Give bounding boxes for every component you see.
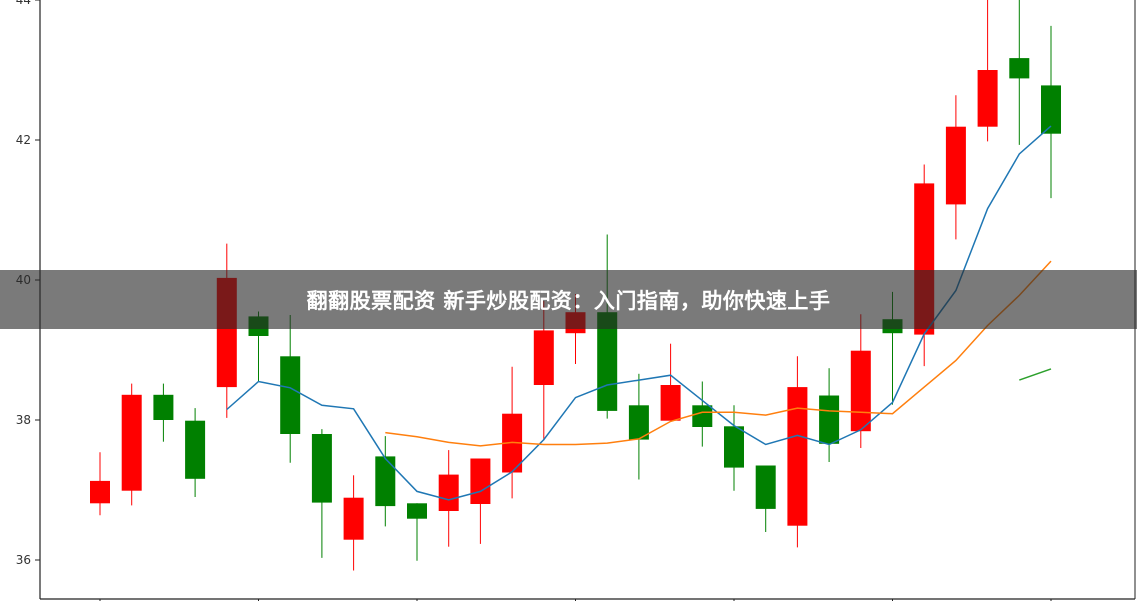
candle-down	[724, 405, 744, 491]
candle-down	[1009, 0, 1030, 145]
banner-title: 翻翻股票配资 新手炒股配资：入门指南，助你快速上手	[306, 288, 831, 313]
candle-down	[692, 381, 713, 447]
candle-up	[438, 450, 459, 547]
candle-up	[787, 356, 808, 548]
y-tick-label: 38	[16, 413, 31, 427]
candle-up	[945, 95, 966, 240]
y-tick-label: 36	[16, 553, 31, 567]
candle-body	[438, 474, 459, 511]
candle-down	[819, 368, 840, 462]
candle-body	[819, 395, 840, 444]
ma-long-line	[385, 260, 1052, 447]
candle-body	[977, 70, 998, 127]
candle-body	[311, 434, 332, 503]
candle-body	[343, 497, 364, 540]
candle-body	[660, 385, 681, 421]
candle-down	[407, 503, 427, 561]
candle-body	[787, 387, 808, 526]
candle-body	[945, 126, 966, 205]
candle-body	[533, 330, 554, 385]
ma-extra-line	[1019, 368, 1052, 381]
candle-body	[628, 405, 649, 440]
candle-down	[628, 373, 649, 480]
candle-body	[850, 350, 871, 432]
candle-down	[1041, 25, 1061, 199]
candle-up	[850, 314, 871, 448]
candle-down	[755, 465, 776, 532]
title-banner: 翻翻股票配资 新手炒股配资：入门指南，助你快速上手	[0, 270, 1137, 329]
candle-body	[153, 394, 174, 420]
candle-up	[470, 458, 491, 544]
candle-up	[121, 383, 142, 506]
candle-body	[185, 420, 206, 479]
candle-up	[502, 366, 523, 499]
candle-up	[660, 343, 681, 421]
ma-short-line	[226, 125, 1052, 501]
y-tick-label: 42	[16, 133, 31, 147]
candle-body	[724, 426, 744, 468]
candle-body	[1041, 85, 1061, 134]
candle-down	[311, 429, 332, 558]
candle-up	[90, 452, 110, 516]
candle-down	[280, 315, 301, 463]
candle-down	[375, 436, 396, 527]
candle-body	[470, 458, 491, 504]
candle-body	[1009, 58, 1030, 79]
candle-body	[90, 480, 110, 504]
candle-up	[914, 164, 935, 367]
candle-up	[977, 0, 998, 142]
candle-body	[755, 465, 776, 509]
candle-down	[153, 383, 174, 442]
moving-average-lines	[226, 125, 1052, 501]
x-ticks	[99, 599, 1052, 601]
candle-up	[343, 475, 364, 571]
candle-down	[185, 408, 206, 497]
candle-body	[407, 503, 427, 519]
candle-body	[692, 405, 713, 427]
candle-body	[121, 394, 142, 491]
y-tick-label: 44	[16, 0, 31, 7]
candle-body	[280, 356, 301, 434]
candle-body	[375, 456, 396, 507]
